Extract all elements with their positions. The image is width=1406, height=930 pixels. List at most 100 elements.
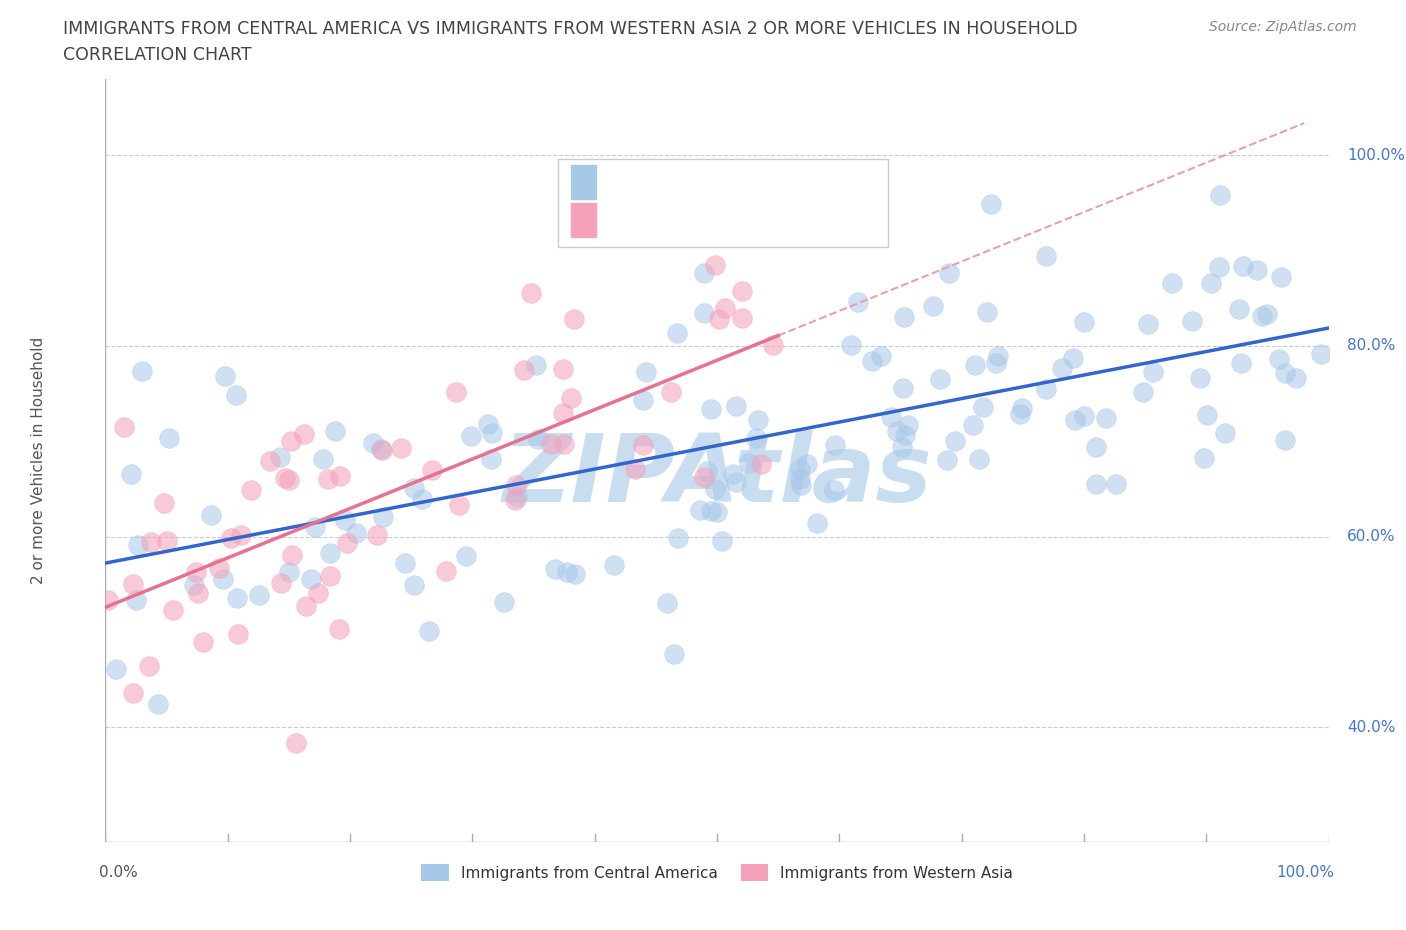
FancyBboxPatch shape xyxy=(558,159,889,246)
Point xyxy=(706,504,728,519)
Point xyxy=(540,436,562,451)
Point xyxy=(731,284,754,299)
Point xyxy=(880,409,903,424)
Point xyxy=(564,312,586,326)
Point xyxy=(1085,440,1108,455)
Point xyxy=(1268,352,1291,367)
Point xyxy=(1250,309,1272,324)
Point xyxy=(371,509,394,524)
Point xyxy=(1137,317,1160,332)
Point xyxy=(513,363,536,378)
Point xyxy=(1085,477,1108,492)
Point xyxy=(1142,365,1164,379)
Point xyxy=(146,697,169,711)
Point xyxy=(259,454,281,469)
Point xyxy=(962,418,984,432)
Point xyxy=(725,399,748,414)
Point xyxy=(965,357,987,372)
Point xyxy=(823,482,845,497)
Point xyxy=(624,461,647,476)
Point xyxy=(323,424,346,439)
Point xyxy=(444,385,467,400)
Text: IMMIGRANTS FROM CENTRAL AMERICA VS IMMIGRANTS FROM WESTERN ASIA 2 OR MORE VEHICL: IMMIGRANTS FROM CENTRAL AMERICA VS IMMIG… xyxy=(63,20,1078,38)
Point xyxy=(312,452,335,467)
Point xyxy=(636,365,658,379)
Point xyxy=(894,428,917,443)
Point xyxy=(1035,248,1057,263)
Point xyxy=(846,294,869,309)
Point xyxy=(460,429,482,444)
Point xyxy=(976,305,998,320)
Point xyxy=(693,305,716,320)
Point xyxy=(1105,477,1128,492)
Point xyxy=(418,624,440,639)
Point xyxy=(824,437,846,452)
Point xyxy=(602,557,624,572)
Point xyxy=(366,527,388,542)
Point xyxy=(270,576,292,591)
Text: 60.0%: 60.0% xyxy=(1347,529,1396,544)
Point xyxy=(1270,270,1292,285)
Point xyxy=(1232,259,1254,273)
Point xyxy=(967,451,990,466)
FancyBboxPatch shape xyxy=(571,202,598,238)
Point xyxy=(1064,412,1087,427)
Point xyxy=(1095,411,1118,426)
Point xyxy=(897,418,920,432)
Point xyxy=(703,258,725,272)
Point xyxy=(666,326,689,340)
Point xyxy=(112,420,135,435)
Point xyxy=(544,562,567,577)
Point xyxy=(1285,371,1308,386)
Point xyxy=(404,480,426,495)
Point xyxy=(214,368,236,383)
Point xyxy=(229,527,252,542)
Point xyxy=(278,472,301,487)
Point xyxy=(1246,262,1268,277)
Point xyxy=(657,595,679,610)
Point xyxy=(689,502,711,517)
Point xyxy=(226,626,249,641)
Point xyxy=(714,300,737,315)
Text: Source: ZipAtlas.com: Source: ZipAtlas.com xyxy=(1209,20,1357,34)
Text: 80.0%: 80.0% xyxy=(1347,339,1395,353)
Point xyxy=(411,492,433,507)
Legend: Immigrants from Central America, Immigrants from Western Asia: Immigrants from Central America, Immigra… xyxy=(415,857,1019,887)
Point xyxy=(274,471,297,485)
Point xyxy=(886,424,908,439)
Point xyxy=(747,412,769,427)
Point xyxy=(1010,406,1032,421)
Point xyxy=(138,658,160,673)
Point xyxy=(564,566,586,581)
Point xyxy=(938,265,960,280)
Point xyxy=(555,565,578,579)
Point xyxy=(1195,407,1218,422)
Point xyxy=(1209,187,1232,202)
Point xyxy=(709,312,731,326)
Point xyxy=(278,565,301,579)
Point xyxy=(520,286,543,300)
Point xyxy=(295,599,318,614)
Point xyxy=(693,266,716,281)
Point xyxy=(211,571,233,586)
Point xyxy=(1189,370,1212,385)
Point xyxy=(710,534,733,549)
Point xyxy=(139,535,162,550)
Point xyxy=(527,432,550,446)
Point xyxy=(1199,276,1222,291)
Point xyxy=(191,634,214,649)
Point xyxy=(980,197,1002,212)
Point xyxy=(553,436,575,451)
Point xyxy=(860,353,883,368)
Point xyxy=(120,467,142,482)
Point xyxy=(986,355,1008,370)
Point xyxy=(269,450,291,465)
Point xyxy=(943,433,966,448)
Point xyxy=(184,565,207,579)
Text: 2 or more Vehicles in Household: 2 or more Vehicles in Household xyxy=(31,337,45,584)
Point xyxy=(280,433,302,448)
Point xyxy=(631,438,654,453)
Point xyxy=(524,358,547,373)
Point xyxy=(700,402,723,417)
Point xyxy=(551,405,574,420)
